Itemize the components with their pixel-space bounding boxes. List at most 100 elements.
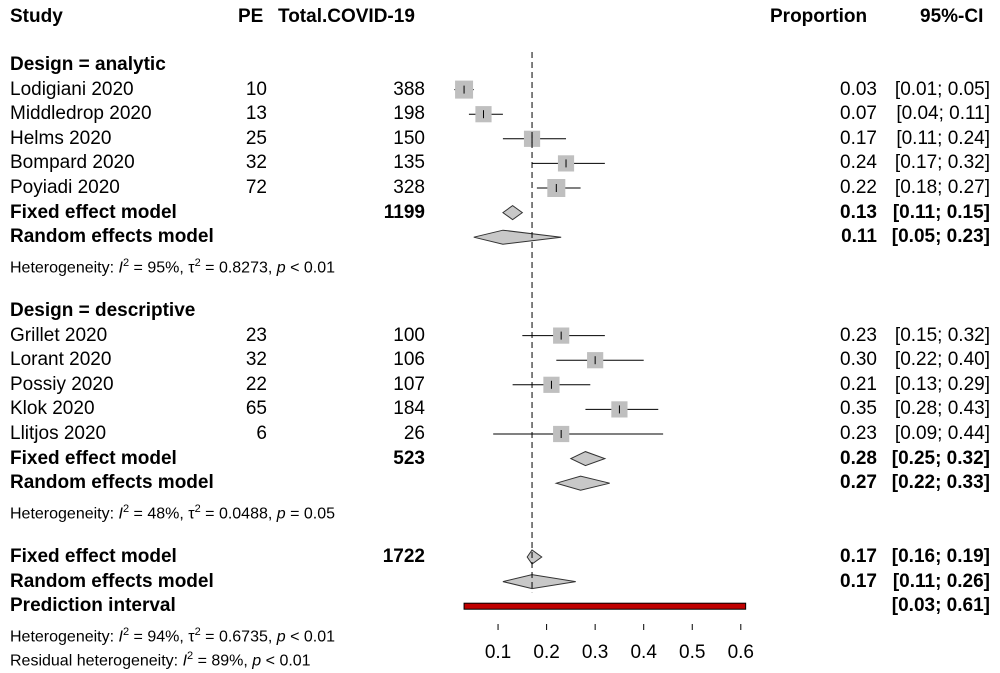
summary-diamond (502, 574, 576, 590)
fixed-proportion: 0.28 (840, 447, 877, 469)
study-name: Lodigiani 2020 (10, 78, 134, 100)
superscript-two: 2 (122, 502, 130, 515)
overall-random-label: Random effects model (10, 570, 214, 592)
superscript-two: 2 (122, 625, 130, 638)
axis-tick-label: 0.2 (533, 642, 560, 663)
fixed-total: 1199 (383, 201, 425, 223)
summary-diamond (569, 451, 607, 467)
fixed-effect-label: Fixed effect model (10, 201, 177, 223)
study-pe: 10 (245, 78, 267, 100)
het-i2_val: = 95%, (129, 259, 189, 277)
prediction-interval-label: Prediction interval (10, 595, 176, 617)
study-ci: [0.17; 0.32] (894, 152, 990, 174)
het-prefix: Heterogeneity: (10, 628, 119, 646)
study-proportion: 0.23 (840, 423, 877, 444)
fixed-proportion: 0.13 (840, 201, 877, 223)
prediction-interval-ci: [0.03; 0.61] (891, 595, 990, 617)
fixed-ci: [0.25; 0.32] (891, 447, 990, 469)
het-i2: I (182, 652, 188, 670)
het-tau_val: = 0.0488, (200, 505, 277, 523)
study-total: 328 (393, 177, 425, 198)
axis-tick-label: 0.5 (679, 642, 706, 663)
het-i2_val: = 89%, (193, 652, 253, 670)
study-ci: [0.28; 0.43] (894, 398, 990, 420)
study-pe: 32 (245, 349, 267, 371)
random-effects-label: Random effects model (10, 226, 214, 248)
group-label: Design = descriptive (10, 300, 196, 321)
study-proportion: 0.23 (840, 324, 877, 346)
study-pe: 72 (245, 177, 267, 198)
study-total: 135 (393, 152, 425, 174)
overall-fixed-label: Fixed effect model (10, 546, 177, 567)
study-proportion: 0.30 (840, 349, 877, 371)
study-proportion: 0.35 (840, 398, 877, 420)
study-ci: [0.09; 0.44] (894, 423, 990, 444)
overall-fixed-proportion: 0.17 (840, 546, 877, 567)
heterogeneity-line: Heterogeneity: I2 = 48%, τ2 = 0.0488, p … (10, 498, 335, 525)
study-name: Bompard 2020 (10, 152, 135, 174)
het-p_val: = 0.05 (285, 505, 336, 523)
het-p: p (276, 628, 286, 646)
study-name: Middledrop 2020 (10, 103, 152, 125)
study-proportion: 0.07 (840, 103, 877, 125)
study-ci: [0.01; 0.05] (894, 78, 990, 100)
header-ci: 95%-CI (920, 6, 984, 27)
study-ci: [0.15; 0.32] (894, 324, 990, 346)
study-proportion: 0.21 (840, 373, 877, 395)
study-pe: 22 (245, 373, 267, 395)
study-ci: [0.11; 0.24] (896, 127, 990, 149)
header-pe: PE (238, 6, 264, 27)
het-i2: I (118, 259, 123, 277)
study-ci: [0.22; 0.40] (894, 349, 990, 371)
heterogeneity-line: Residual heterogeneity: I2 = 89%, p < 0.… (10, 645, 311, 672)
study-name: Possiy 2020 (10, 373, 114, 395)
study-total: 184 (393, 398, 425, 420)
study-total: 106 (393, 349, 425, 371)
study-total: 26 (403, 423, 425, 444)
study-pe: 65 (245, 398, 267, 420)
group-label: Design = analytic (10, 54, 166, 75)
axis-tick-label: 0.3 (581, 642, 609, 663)
study-ci: [0.18; 0.27] (894, 177, 990, 198)
overall-random-proportion: 0.17 (840, 570, 877, 592)
axis-tick-label: 0.4 (630, 642, 657, 663)
het-p: p (276, 505, 286, 523)
fixed-effect-label: Fixed effect model (10, 447, 177, 469)
study-total: 198 (393, 103, 425, 125)
summary-diamond (526, 549, 543, 565)
study-name: Klok 2020 (10, 398, 95, 420)
study-name: Llitjos 2020 (10, 423, 107, 444)
header-total: Total.COVID-19 (278, 6, 415, 27)
het-i2: I (118, 628, 123, 646)
header-proportion: Proportion (770, 6, 868, 27)
prediction-interval-bar (463, 602, 747, 610)
het-i2: I (118, 505, 123, 523)
study-total: 150 (393, 127, 425, 149)
random-proportion: 0.27 (840, 472, 877, 494)
overall-random-ci: [0.11; 0.26] (892, 570, 990, 592)
study-pe: 6 (256, 423, 267, 444)
study-ci: [0.13; 0.29] (894, 373, 990, 395)
superscript-two: 2 (122, 256, 130, 269)
study-proportion: 0.24 (840, 152, 877, 174)
study-ci: [0.04; 0.11] (896, 103, 990, 125)
heterogeneity-line: Heterogeneity: I2 = 94%, τ2 = 0.6735, p … (10, 621, 335, 648)
het-tau: τ (188, 628, 195, 646)
summary-diamond (473, 229, 562, 245)
study-name: Grillet 2020 (10, 324, 108, 346)
het-p_val: < 0.01 (285, 259, 336, 277)
study-proportion: 0.17 (840, 127, 877, 149)
study-pe: 25 (245, 127, 267, 149)
study-name: Poyiadi 2020 (10, 177, 120, 198)
het-prefix: Heterogeneity: (10, 505, 119, 523)
het-i2_val: = 94%, (129, 628, 189, 646)
study-pe: 23 (245, 324, 267, 346)
random-proportion: 0.11 (841, 226, 877, 248)
het-tau_val: = 0.8273, (200, 259, 277, 277)
superscript-two: 2 (194, 256, 201, 269)
random-ci: [0.22; 0.33] (891, 472, 990, 494)
study-pe: 32 (245, 152, 267, 174)
het-p_val: < 0.01 (285, 628, 336, 646)
superscript-two: 2 (194, 502, 201, 515)
study-pe: 13 (245, 103, 267, 125)
